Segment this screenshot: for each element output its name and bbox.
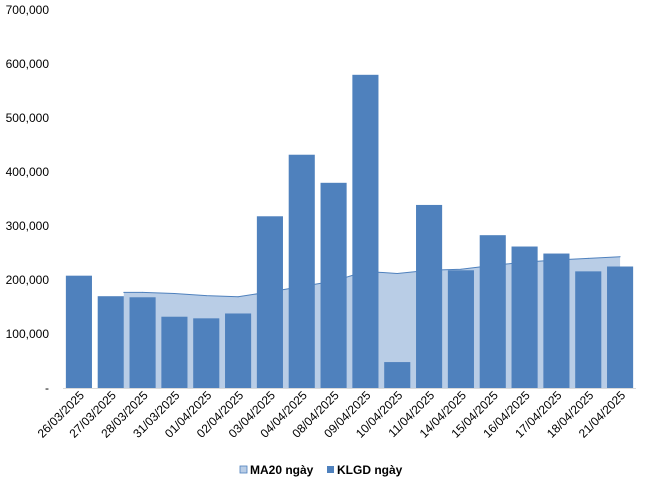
ma20-point [142, 291, 144, 293]
y-tick-label: 700,000 [6, 3, 50, 17]
y-tick-label: 200,000 [6, 273, 50, 287]
klgd-bar [575, 271, 602, 388]
ma20-point [587, 257, 589, 259]
klgd-bar [288, 154, 315, 388]
klgd-bar [320, 182, 347, 388]
y-tick-label: 600,000 [6, 57, 50, 71]
ma20-point [237, 296, 239, 298]
klgd-bar [256, 216, 283, 388]
klgd-bar [193, 318, 220, 388]
klgd-bar [479, 235, 506, 388]
y-tick-label: 500,000 [6, 111, 50, 125]
klgd-bar [97, 296, 124, 388]
klgd-bar [607, 266, 634, 388]
ma20-point [396, 273, 398, 275]
y-tick-label: 400,000 [6, 165, 50, 179]
klgd-bar [447, 270, 474, 388]
legend: MA20 ngày KLGD ngày [239, 463, 403, 477]
klgd-bar-layer [65, 74, 634, 389]
legend-label-klgd: KLGD ngày [337, 463, 403, 477]
legend-swatch-klgd [327, 466, 334, 473]
klgd-bar [543, 253, 570, 388]
legend-swatch-ma20 [239, 465, 248, 474]
klgd-bar [225, 313, 252, 388]
klgd-bar [129, 297, 156, 388]
y-axis: - 100,000 200,000 300,000 400,000 500,000 600,… [6, 3, 50, 395]
y-tick-label: 100,000 [6, 327, 50, 341]
legend-label-ma20: MA20 ngày [250, 463, 314, 477]
ma20-point [205, 295, 207, 297]
klgd-bar [352, 74, 379, 389]
klgd-bar [384, 362, 411, 388]
klgd-bar [416, 204, 443, 388]
klgd-bar [65, 275, 92, 388]
y-tick-label: - [45, 381, 49, 395]
ma20-point [173, 293, 175, 294]
x-axis: 26/03/202527/03/202528/03/202531/03/2025… [35, 388, 636, 441]
ma20-point [123, 291, 125, 293]
y-tick-label: 300,000 [6, 219, 50, 233]
ma20-point [619, 256, 621, 258]
klgd-bar [161, 316, 188, 388]
ma20-point [460, 268, 462, 270]
klgd-bar [511, 246, 538, 388]
